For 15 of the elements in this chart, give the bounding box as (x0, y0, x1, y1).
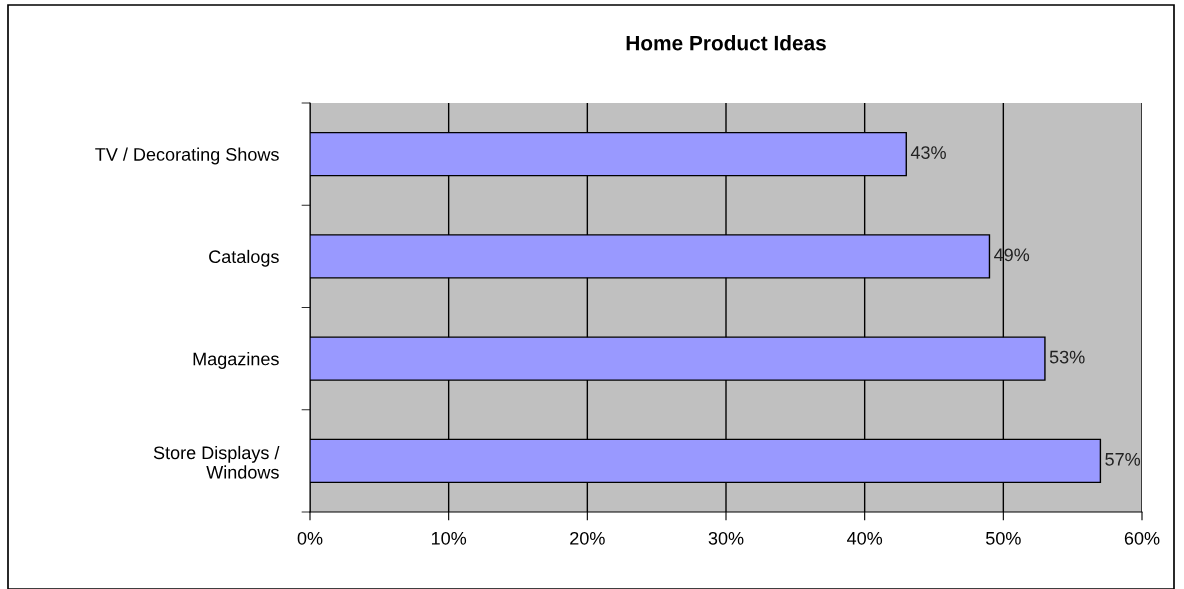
y-tick-label: Catalogs (209, 249, 279, 267)
y-tick-label: Store Displays / Windows (153, 445, 280, 479)
x-tick-label: 20% (570, 531, 605, 545)
x-tick-label: 60% (1124, 531, 1160, 545)
data-label: 57% (1105, 453, 1141, 466)
data-label: 43% (910, 146, 946, 159)
chart-title: Home Product Ideas (626, 35, 826, 51)
x-tick-label: 0% (297, 531, 323, 545)
x-tick-label: 40% (847, 531, 883, 545)
y-tick-label: Magazines (193, 352, 279, 369)
data-label: 53% (1049, 350, 1085, 364)
x-tick-label: 10% (431, 531, 467, 545)
x-tick-label: 30% (708, 531, 744, 545)
y-tick-label: TV / Decorating Shows (95, 147, 279, 165)
x-tick-label: 50% (985, 531, 1021, 545)
